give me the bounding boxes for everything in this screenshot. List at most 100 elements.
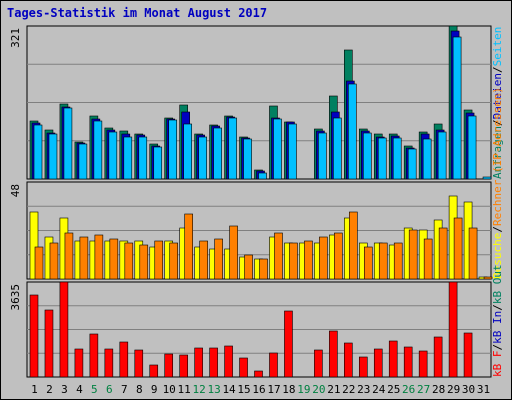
bar-requests-3-day-12	[198, 136, 207, 180]
x-tick-label: 13	[207, 383, 220, 396]
x-tick-label: 24	[372, 383, 386, 396]
bar-requests-3-day-18	[288, 123, 297, 180]
bar-requests-3-day-16	[258, 172, 267, 180]
bar-visits-2-day-23	[363, 246, 373, 280]
y-max-label: 3635	[9, 284, 22, 311]
x-tick-label: 1	[31, 383, 38, 396]
bar-requests-3-day-11	[183, 123, 192, 180]
bar-kbytes-1-day-17	[269, 352, 278, 378]
bar-requests-3-day-20	[318, 132, 327, 180]
x-tick-label: 23	[357, 383, 370, 396]
y-max-label: 321	[9, 28, 22, 48]
bar-visits-2-day-26	[408, 229, 418, 280]
bar-requests-3-day-25	[392, 137, 402, 180]
bar-kbytes-1-day-18	[284, 310, 293, 378]
x-tick-label: 2	[46, 383, 53, 396]
bar-kbytes-1-day-28	[433, 336, 443, 378]
bar-kbytes-1-day-2	[44, 309, 54, 378]
legend-bottom: kB F/kB In/kB Out	[491, 264, 504, 377]
bar-visits-2-day-14	[229, 225, 238, 280]
bar-kbytes-1-day-21	[329, 330, 338, 378]
x-tick-label: 31	[477, 383, 490, 396]
bar-requests-3-day-9	[153, 146, 163, 180]
x-tick-label: 17	[267, 383, 280, 396]
bar-requests-3-day-29	[452, 36, 462, 180]
bar-visits-2-day-16	[259, 258, 268, 280]
bar-visits-2-day-28	[438, 227, 448, 280]
x-tick-label: 22	[342, 383, 355, 396]
bar-visits-2-day-5	[94, 234, 104, 280]
bar-kbytes-1-day-7	[119, 341, 129, 378]
legend-separator: /	[491, 119, 504, 126]
legend-item: kB F	[491, 351, 504, 378]
legend-item: Anfragen	[491, 126, 504, 179]
bar-requests-3-day-23	[362, 132, 372, 180]
bar-kbytes-1-day-3	[59, 281, 69, 378]
bar-visits-2-day-27	[423, 238, 433, 280]
bar-visits-2-day-29	[453, 217, 463, 280]
bar-kbytes-1-day-20	[314, 349, 323, 378]
bar-requests-3-day-15	[243, 138, 252, 180]
legend-separator: /	[491, 304, 504, 311]
bar-kbytes-1-day-24	[373, 348, 383, 378]
legend-separator: /	[491, 344, 504, 351]
legend-separator: /	[491, 66, 504, 73]
bar-visits-2-day-15	[244, 254, 253, 280]
bar-requests-3-day-2	[48, 133, 58, 180]
x-tick-label: 3	[61, 383, 68, 396]
bar-requests-3-day-22	[348, 83, 357, 180]
bar-kbytes-1-day-8	[134, 349, 144, 378]
bar-visits-2-day-24	[378, 242, 388, 280]
bar-visits-2-day-3	[64, 232, 74, 280]
legend-item: Seiten	[491, 27, 504, 67]
bar-visits-2-day-30	[468, 227, 478, 280]
x-tick-label: 30	[462, 383, 475, 396]
bar-requests-3-day-10	[168, 119, 178, 180]
x-tick-label: 14	[222, 383, 236, 396]
legend-item: kB In	[491, 311, 504, 344]
bar-requests-3-day-1	[33, 124, 43, 180]
bar-kbytes-1-day-1	[29, 294, 39, 378]
x-tick-label: 28	[432, 383, 445, 396]
x-tick-label: 21	[327, 383, 340, 396]
bar-kbytes-1-day-16	[254, 370, 263, 378]
bar-visits-2-day-12	[199, 240, 208, 280]
bar-visits-2-day-6	[109, 238, 119, 280]
x-tick-label: 7	[121, 383, 128, 396]
bar-visits-2-day-18	[289, 242, 298, 280]
x-tick-label: 8	[136, 383, 143, 396]
bar-visits-2-day-21	[334, 232, 343, 280]
bar-kbytes-1-day-30	[463, 332, 473, 378]
bar-requests-3-day-30	[467, 115, 477, 180]
bar-kbytes-1-day-27	[418, 350, 428, 378]
x-tick-label: 18	[282, 383, 295, 396]
x-tick-label: 9	[151, 383, 158, 396]
y-max-label: 48	[9, 184, 22, 197]
bar-requests-3-day-28	[437, 131, 447, 180]
bar-visits-2-day-1	[34, 246, 44, 280]
bar-requests-3-day-8	[138, 136, 148, 180]
x-tick-label: 20	[312, 383, 325, 396]
x-tick-label: 5	[91, 383, 98, 396]
bar-visits-2-day-2	[49, 242, 59, 280]
bar-kbytes-1-day-10	[164, 353, 174, 378]
bar-kbytes-1-day-25	[388, 340, 398, 378]
bar-requests-3-day-24	[377, 137, 387, 180]
bar-kbytes-1-day-14	[224, 345, 233, 378]
bar-kbytes-1-day-22	[344, 342, 353, 378]
bar-visits-2-day-25	[393, 242, 403, 280]
x-tick-label: 15	[237, 383, 250, 396]
bar-visits-2-day-19	[304, 240, 313, 280]
x-tick-label: 25	[387, 383, 400, 396]
legend-item: Rechner (IP-Adressen)	[491, 87, 504, 226]
x-tick-label: 16	[252, 383, 265, 396]
bar-visits-2-day-4	[79, 236, 89, 280]
bar-requests-3-day-3	[63, 107, 73, 180]
bar-visits-2-day-8	[139, 244, 149, 280]
x-tick-label: 29	[447, 383, 460, 396]
bar-kbytes-1-day-5	[89, 333, 99, 378]
bar-requests-3-day-17	[273, 118, 282, 180]
bar-visits-2-day-9	[154, 240, 164, 280]
